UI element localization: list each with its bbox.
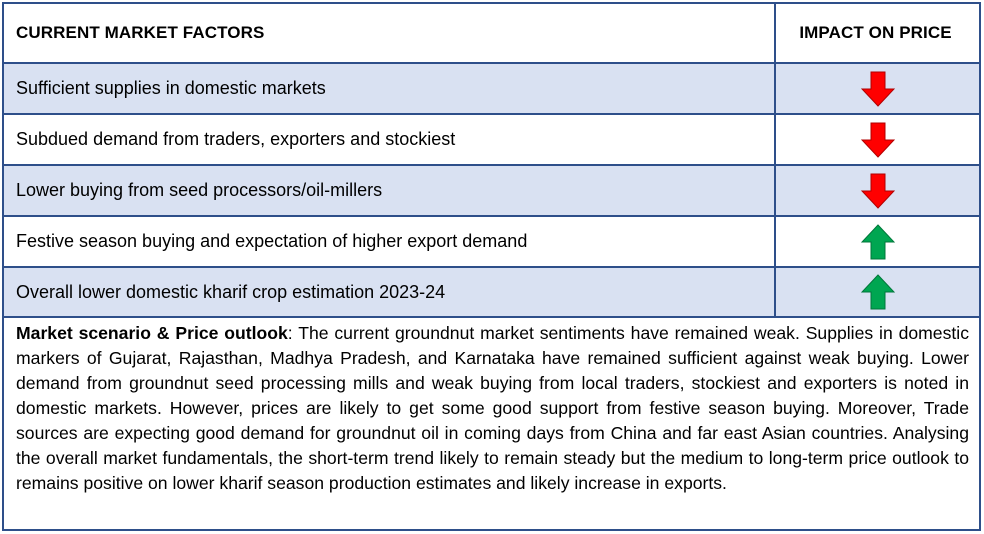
table-row: Overall lower domestic kharif crop estim…: [4, 268, 979, 318]
factor-text: Lower buying from seed processors/oil-mi…: [4, 166, 776, 215]
green-up-arrow-icon: [860, 223, 895, 259]
table-header-row: CURRENT MARKET FACTORS IMPACT ON PRICE: [4, 4, 979, 64]
red-down-arrow-icon: [860, 71, 895, 107]
table-row: Subdued demand from traders, exporters a…: [4, 115, 979, 166]
outlook-label: Market scenario & Price outlook: [16, 323, 288, 343]
factor-text: Festive season buying and expectation of…: [4, 217, 776, 266]
header-factors: CURRENT MARKET FACTORS: [4, 4, 776, 62]
green-up-arrow-icon: [860, 274, 895, 310]
table-row: Lower buying from seed processors/oil-mi…: [4, 166, 979, 217]
factor-text: Overall lower domestic kharif crop estim…: [4, 268, 776, 316]
table-row: Festive season buying and expectation of…: [4, 217, 979, 268]
outlook-text: : The current groundnut market sentiment…: [16, 323, 969, 493]
table-row: Sufficient supplies in domestic markets: [4, 64, 979, 115]
factor-text: Subdued demand from traders, exporters a…: [4, 115, 776, 164]
red-down-arrow-icon: [860, 173, 895, 209]
header-impact: IMPACT ON PRICE: [799, 23, 952, 42]
factor-text: Sufficient supplies in domestic markets: [4, 64, 776, 113]
market-outlook-paragraph: Market scenario & Price outlook: The cur…: [4, 318, 979, 529]
red-down-arrow-icon: [860, 122, 895, 158]
